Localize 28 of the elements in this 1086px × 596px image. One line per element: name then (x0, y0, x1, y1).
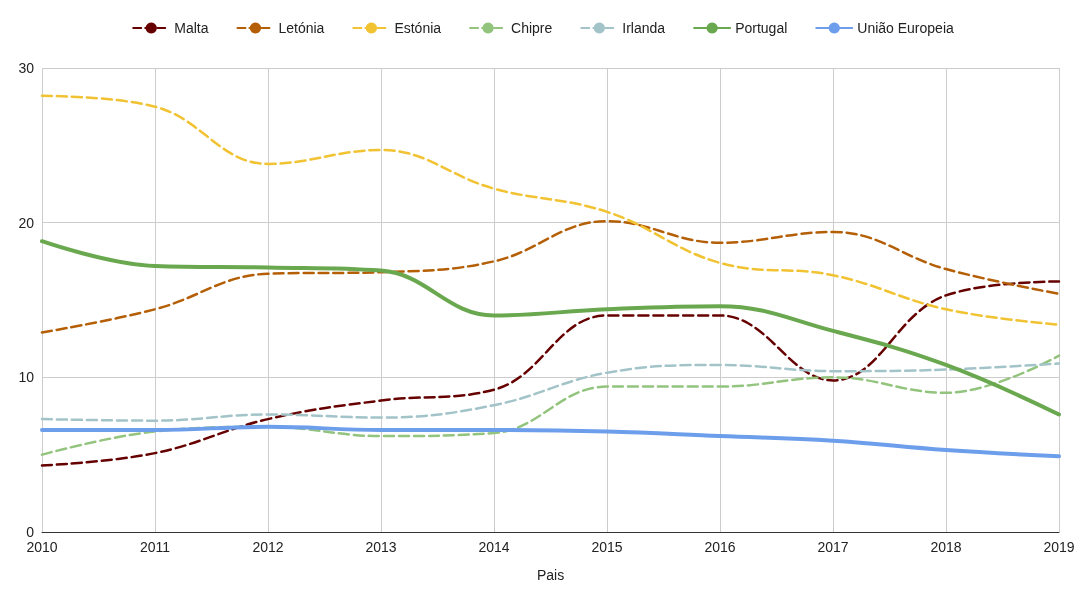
legend-label: Letónia (278, 20, 325, 36)
x-tick-label: 2017 (817, 539, 849, 555)
legend-label: União Europeia (857, 20, 954, 36)
legend-label: Portugal (735, 20, 788, 36)
x-tick-label: 2015 (591, 539, 623, 555)
legend-label: Irlanda (622, 20, 666, 36)
x-tick-label: 2011 (139, 539, 171, 555)
y-tick-label: 10 (18, 369, 35, 386)
line-series (40, 362, 1061, 422)
x-tick-label: 2016 (704, 539, 736, 555)
y-tick-label: 20 (18, 214, 35, 231)
y-tick-label: 30 (18, 60, 35, 76)
legend-label: Estónia (394, 20, 442, 36)
x-tick-label: 2014 (478, 539, 510, 555)
line-series (40, 239, 1061, 417)
line-series (40, 280, 1061, 467)
y-tick-label: 0 (26, 524, 35, 540)
x-tick-label: 2013 (365, 539, 397, 555)
x-tick-label: 2019 (1043, 539, 1075, 555)
x-tick-label: 2010 (26, 539, 58, 555)
x-axis-title: Pais (536, 567, 565, 583)
x-tick-label: 2018 (930, 539, 962, 555)
legend-label: Chipre (511, 20, 553, 36)
line-series (40, 424, 1061, 459)
line-series (40, 219, 1061, 334)
x-tick-label: 2012 (252, 539, 284, 555)
line-series (40, 354, 1061, 456)
legend-label: Malta (174, 20, 209, 36)
